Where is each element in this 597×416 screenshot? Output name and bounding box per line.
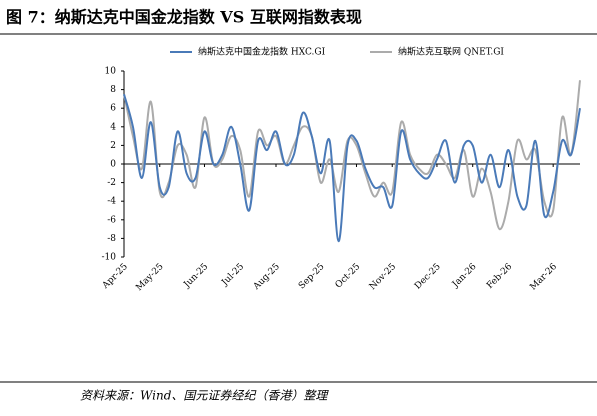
x-tick-label: Mar-26 xyxy=(528,262,559,293)
series-line xyxy=(123,93,581,243)
legend-label: 纳斯达克互联网 QNET.GI xyxy=(398,46,504,58)
y-tick-label: 6 xyxy=(110,104,116,114)
y-tick-label: -10 xyxy=(102,253,117,263)
y-tick-label: 8 xyxy=(110,85,116,95)
x-tick-label: Jun-25 xyxy=(182,262,211,291)
x-tick-label: Aug-25 xyxy=(251,262,282,293)
x-tick-label: Apr-25 xyxy=(100,262,130,292)
x-tick-label: Sep-25 xyxy=(297,262,327,292)
x-tick-label: Dec-25 xyxy=(413,262,443,292)
y-tick-label: 2 xyxy=(110,141,116,151)
legend-label: 纳斯达克中国金龙指数 HXC.GI xyxy=(198,46,326,58)
x-tick-label: Feb-26 xyxy=(485,262,514,291)
x-tick-label: Nov-25 xyxy=(368,262,399,293)
y-tick-label: 4 xyxy=(110,122,116,132)
x-tick-label: Jan-26 xyxy=(450,262,479,291)
source-note: 资料来源：Wind、国元证券经纪（香港）整理 xyxy=(80,389,329,403)
series-line xyxy=(123,80,581,231)
y-tick-label: -4 xyxy=(107,197,116,207)
x-tick-label: May-25 xyxy=(134,262,165,293)
y-tick-label: -2 xyxy=(107,178,116,188)
y-tick-label: 10 xyxy=(105,67,117,77)
x-tick-label: Oct-25 xyxy=(334,262,363,291)
x-tick-label: Jul-25 xyxy=(219,262,246,289)
y-tick-label: -6 xyxy=(107,215,116,225)
y-tick-label: 0 xyxy=(110,160,116,170)
y-tick-label: -8 xyxy=(107,234,116,244)
chart-title: 图 7：纳斯达克中国金龙指数 VS 互联网指数表现 xyxy=(6,8,362,27)
